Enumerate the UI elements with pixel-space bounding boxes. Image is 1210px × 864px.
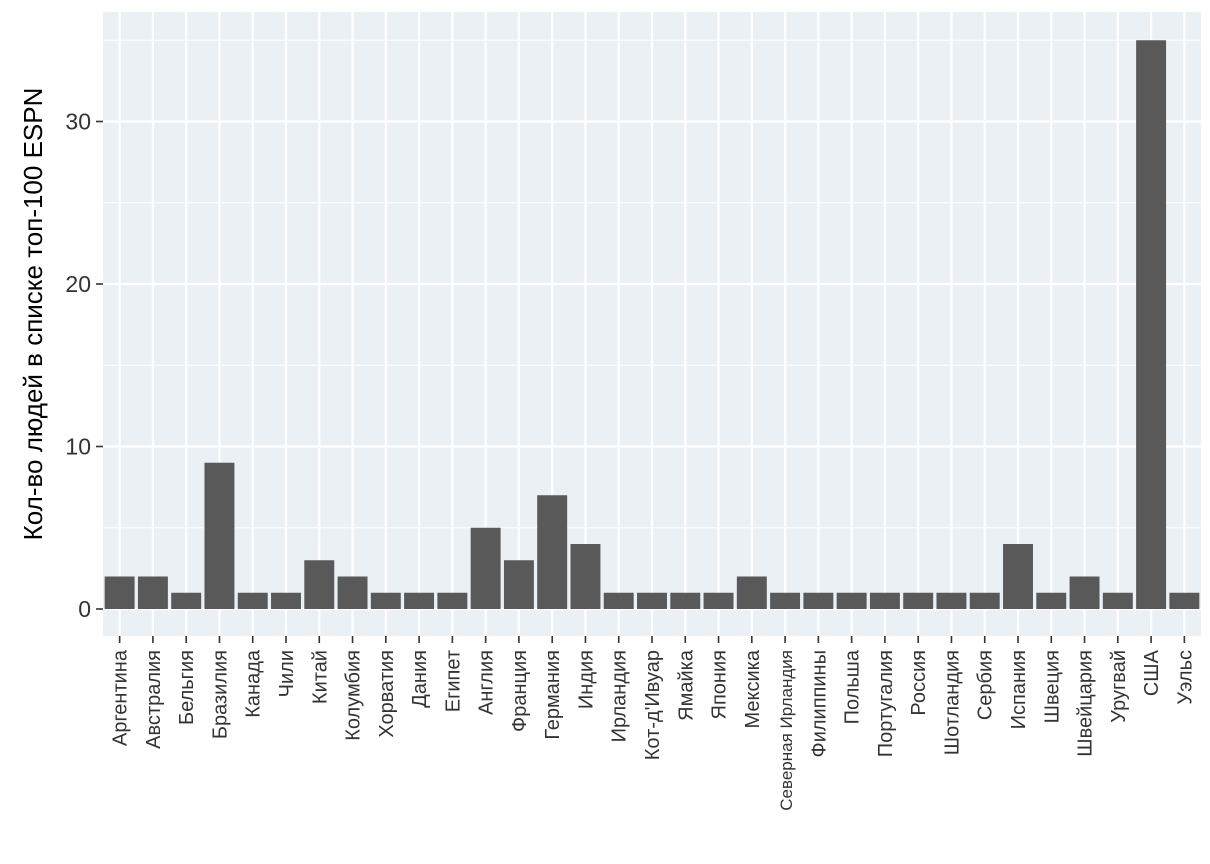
y-axis-title: Кол-во людей в списке топ-100 ESPN bbox=[18, 88, 48, 541]
x-tick-label: Испания bbox=[1008, 650, 1030, 729]
y-tick-label: 10 bbox=[65, 434, 91, 460]
bar bbox=[304, 560, 335, 609]
bar bbox=[770, 592, 801, 609]
bar bbox=[470, 527, 501, 609]
bar bbox=[1136, 40, 1167, 609]
x-tick-label: Германия bbox=[542, 650, 564, 740]
bar bbox=[603, 592, 634, 609]
bar bbox=[670, 592, 701, 609]
bar bbox=[104, 576, 135, 609]
x-tick-label: Китай bbox=[309, 650, 331, 704]
x-tick-label: США bbox=[1141, 649, 1163, 696]
x-tick-label: Швеция bbox=[1041, 650, 1063, 723]
x-tick-label: Египет bbox=[442, 650, 464, 712]
x-tick-label: Шотландия bbox=[941, 650, 963, 755]
y-axis: 0 10 20 30 bbox=[65, 109, 103, 622]
bar bbox=[137, 576, 168, 609]
x-tick-label: Индия bbox=[575, 650, 597, 709]
x-tick-label: Кот-д'Ивуар bbox=[642, 650, 664, 760]
bar bbox=[204, 462, 235, 609]
bar bbox=[637, 592, 667, 609]
y-tick-label: 20 bbox=[65, 271, 91, 297]
y-tick-label: 0 bbox=[78, 596, 91, 622]
bar bbox=[869, 592, 900, 609]
bar bbox=[437, 592, 468, 609]
bar bbox=[803, 592, 834, 609]
x-tick-label: Португалия bbox=[875, 650, 897, 757]
x-tick-label: Ямайка bbox=[675, 649, 697, 721]
bar bbox=[1003, 544, 1033, 609]
x-tick-label: Филиппины bbox=[808, 650, 830, 757]
bar bbox=[1036, 592, 1067, 609]
x-tick-label: Северная Ирландия bbox=[777, 650, 796, 811]
bar bbox=[969, 592, 1000, 609]
bar bbox=[404, 592, 435, 609]
x-tick-label: Чили bbox=[276, 650, 298, 697]
x-tick-label: Уэльс bbox=[1174, 650, 1196, 705]
x-tick-label: Австралия bbox=[143, 650, 165, 749]
x-tick-label: Россия bbox=[908, 650, 930, 716]
x-tick-label: Швейцария bbox=[1075, 650, 1097, 757]
bars bbox=[104, 40, 1200, 609]
bar bbox=[1102, 592, 1133, 609]
x-tick-label: Англия bbox=[476, 650, 498, 715]
bar bbox=[503, 560, 534, 609]
x-tick-label: Колумбия bbox=[343, 650, 365, 741]
bar bbox=[237, 592, 268, 609]
bar bbox=[1169, 592, 1200, 609]
x-tick-label: Бельгия bbox=[176, 650, 198, 725]
bar bbox=[370, 592, 401, 609]
x-tick-label: Аргентина bbox=[110, 649, 132, 746]
bar bbox=[537, 495, 568, 609]
bar bbox=[1069, 576, 1100, 609]
x-tick-label: Франция bbox=[509, 650, 531, 732]
x-tick-label: Бразилия bbox=[209, 650, 231, 739]
x-tick-label: Хорватия bbox=[376, 650, 398, 738]
x-axis: Аргентина Австралия Бельгия Бразилия Канада Ч… bbox=[110, 636, 1196, 811]
x-tick-label: Канада bbox=[243, 649, 265, 718]
x-tick-label: Сербия bbox=[975, 650, 997, 720]
x-tick-label: Уругвай bbox=[1108, 650, 1130, 723]
bar bbox=[736, 576, 767, 609]
x-tick-label: Ирландия bbox=[609, 650, 631, 742]
x-tick-label: Япония bbox=[709, 650, 731, 719]
bar bbox=[337, 576, 368, 609]
bar bbox=[703, 592, 734, 609]
x-tick-label: Дания bbox=[409, 650, 431, 708]
bar bbox=[271, 592, 301, 609]
bar bbox=[903, 592, 934, 609]
y-tick-label: 30 bbox=[65, 109, 91, 135]
x-tick-label: Польша bbox=[842, 649, 864, 724]
bar bbox=[936, 592, 967, 609]
bar bbox=[171, 592, 202, 609]
bar bbox=[570, 544, 601, 609]
bar bbox=[836, 592, 867, 609]
x-tick-label: Мексика bbox=[742, 649, 764, 728]
